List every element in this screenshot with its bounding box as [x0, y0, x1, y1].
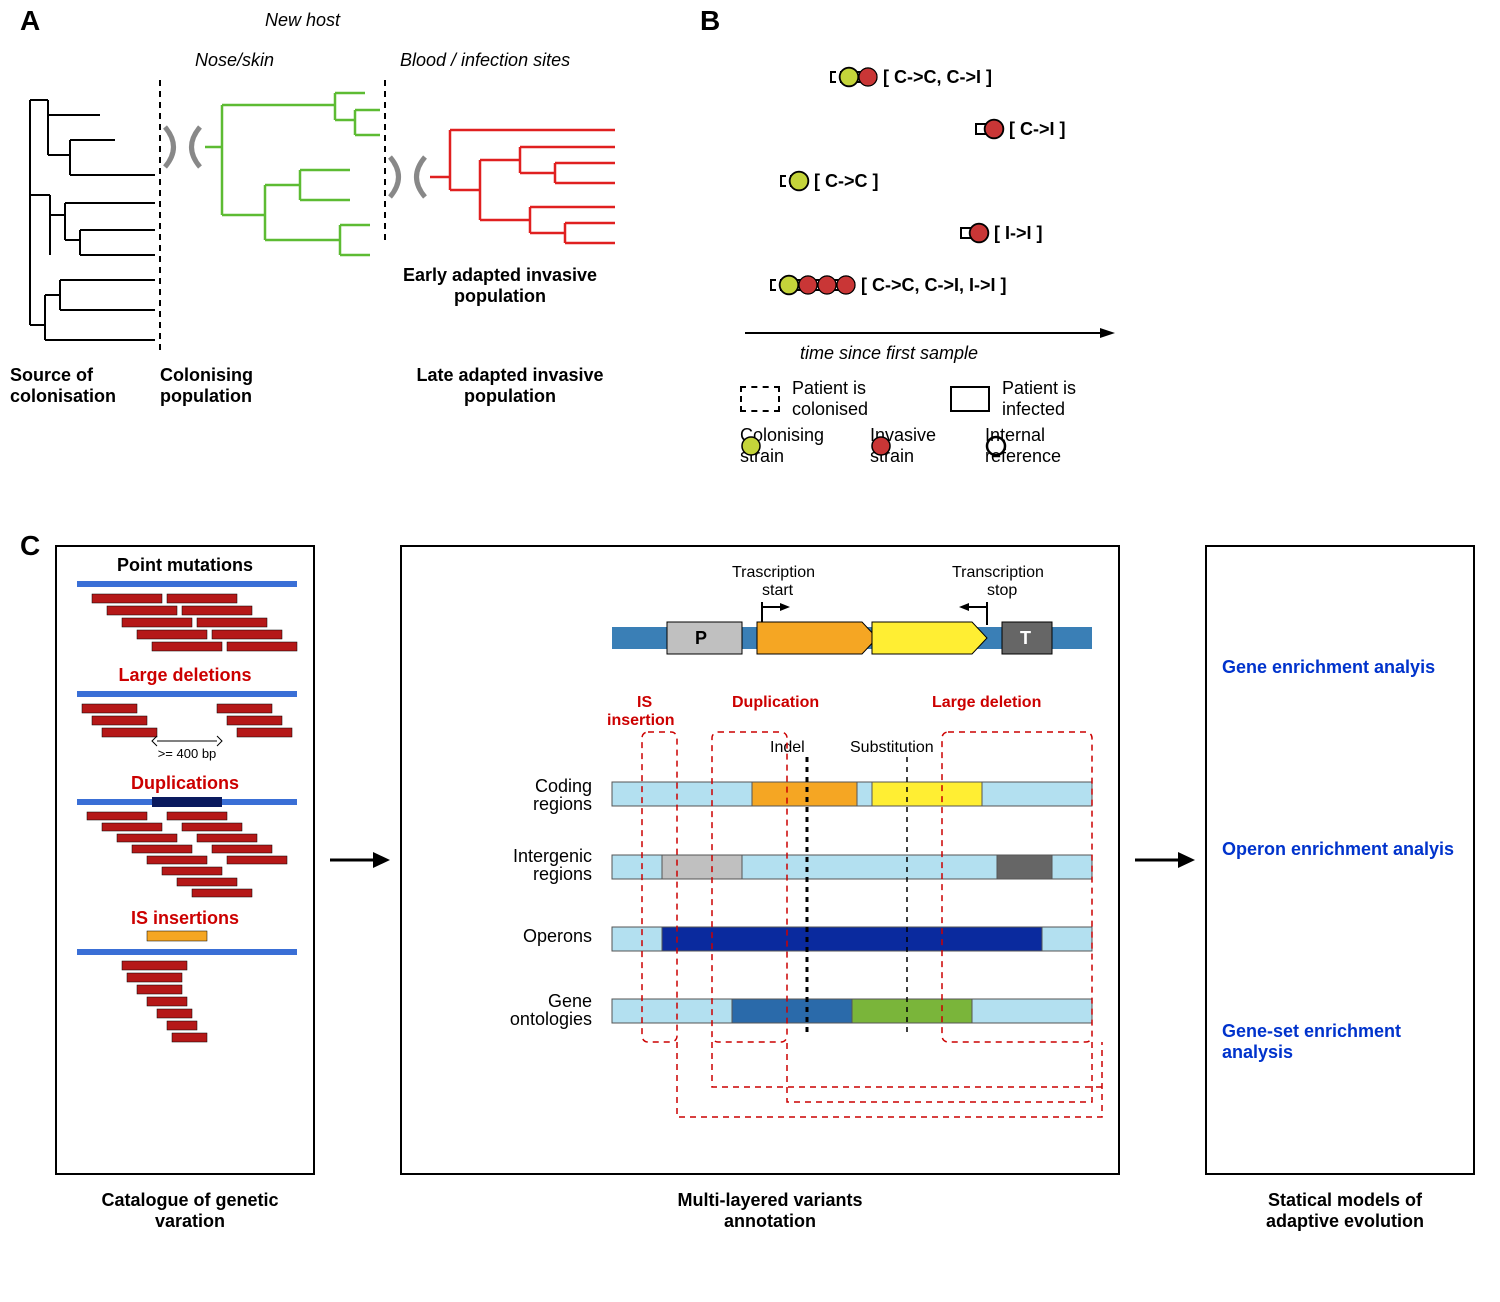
- svg-text:Gene: Gene: [548, 991, 592, 1011]
- sample-row: [ C->C ]: [740, 159, 1460, 203]
- svg-text:Substitution: Substitution: [850, 739, 934, 756]
- transition-tag: [ C->C, C->I, I->I ]: [861, 275, 1007, 296]
- colonising-pop-label: Colonising population: [160, 365, 290, 407]
- new-host-label: New host: [265, 10, 340, 31]
- sample-row: [ C->C, C->I, I->I ]: [740, 263, 1460, 307]
- box-catalogue: Point mutations Large deletions >= 400 b…: [55, 545, 315, 1175]
- large-deletions-label: Large deletions: [57, 665, 313, 686]
- arrow-2: [1130, 840, 1200, 880]
- early-adapted-label: Early adapted invasive population: [400, 265, 600, 307]
- is-insertions-label: IS insertions: [57, 908, 313, 929]
- invasive-dot: [835, 274, 857, 296]
- colonised-box: [780, 175, 796, 187]
- point-mutations-diagram: [67, 576, 307, 656]
- transition-tag: [ C->C ]: [814, 171, 879, 192]
- trans-start-label: Trascription: [732, 564, 815, 581]
- svg-text:Large deletion: Large deletion: [932, 694, 1041, 711]
- svg-text:IS: IS: [637, 694, 652, 711]
- panel-a-label: A: [20, 5, 40, 37]
- sample-row: [ I->I ]: [740, 211, 1460, 255]
- infected-box: [960, 227, 976, 239]
- infected-box: [975, 123, 991, 135]
- svg-text:stop: stop: [987, 582, 1017, 599]
- phylo-tree: [10, 45, 650, 405]
- bp-label: >= 400 bp: [158, 746, 217, 761]
- colonised-box: [770, 279, 786, 291]
- box2-title: Multi-layered variants annotation: [640, 1190, 900, 1232]
- box3-title: Statical models of adaptive evolution: [1235, 1190, 1455, 1232]
- svg-text:Intergenic: Intergenic: [513, 846, 592, 866]
- large-deletions-diagram: >= 400 bp: [67, 686, 307, 766]
- svg-text:Operons: Operons: [523, 926, 592, 946]
- sample-row: [ C->I ]: [740, 107, 1460, 151]
- panel-b-rows: [ C->C, C->I ] [ C->I ] [ C->C ] [ I->I ] [ …: [740, 55, 1460, 315]
- duplications-diagram: [67, 794, 307, 899]
- panel-c-label: C: [20, 530, 40, 562]
- svg-text:ontologies: ontologies: [510, 1009, 592, 1029]
- colonised-box: [830, 71, 846, 83]
- late-adapted-label: Late adapted invasive population: [400, 365, 620, 407]
- transition-tag: [ C->I ]: [1009, 119, 1066, 140]
- legend-patient-col: Patient is colonised: [740, 378, 892, 420]
- gene-enrichment-label: Gene enrichment analyis: [1222, 657, 1458, 678]
- svg-text:regions: regions: [533, 864, 592, 884]
- svg-text:regions: regions: [533, 794, 592, 814]
- geneset-enrichment-label: Gene-set enrichment analysis: [1222, 1021, 1458, 1063]
- box-annotation: Trascription start Transcription stop P …: [400, 545, 1120, 1175]
- annotation-diagram: Trascription start Transcription stop P …: [412, 557, 1112, 1167]
- duplications-label: Duplications: [57, 773, 313, 794]
- box-models: Gene enrichment analyis Operon enrichmen…: [1205, 545, 1475, 1175]
- legend-patient-inf: Patient is infected: [950, 378, 1102, 420]
- svg-text:Duplication: Duplication: [732, 694, 819, 711]
- box1-title: Catalogue of genetic varation: [100, 1190, 280, 1232]
- is-insertions-diagram: [67, 929, 307, 1044]
- arrow-1: [325, 840, 395, 880]
- svg-text:T: T: [1020, 628, 1031, 648]
- sample-row: [ C->C, C->I ]: [740, 55, 1460, 99]
- invasive-dot: [857, 66, 879, 88]
- svg-text:P: P: [695, 628, 707, 648]
- panel-b-label: B: [700, 5, 720, 37]
- invasive-dot: [968, 222, 990, 244]
- source-col-label: Source of colonisation: [10, 365, 150, 407]
- point-mutations-label: Point mutations: [57, 555, 313, 576]
- invasive-dot: [983, 118, 1005, 140]
- svg-text:insertion: insertion: [607, 712, 675, 729]
- legend-strains: Colonising strain Invasive strain Intern…: [740, 425, 1075, 467]
- transition-tag: [ I->I ]: [994, 223, 1043, 244]
- trans-stop-label: Transcription: [952, 564, 1044, 581]
- svg-text:Coding: Coding: [535, 776, 592, 796]
- svg-text:start: start: [762, 582, 794, 599]
- time-axis-label: time since first sample: [800, 343, 978, 364]
- colonising-dot: [788, 170, 810, 192]
- transition-tag: [ C->C, C->I ]: [883, 67, 992, 88]
- operon-enrichment-label: Operon enrichment analyis: [1222, 839, 1458, 860]
